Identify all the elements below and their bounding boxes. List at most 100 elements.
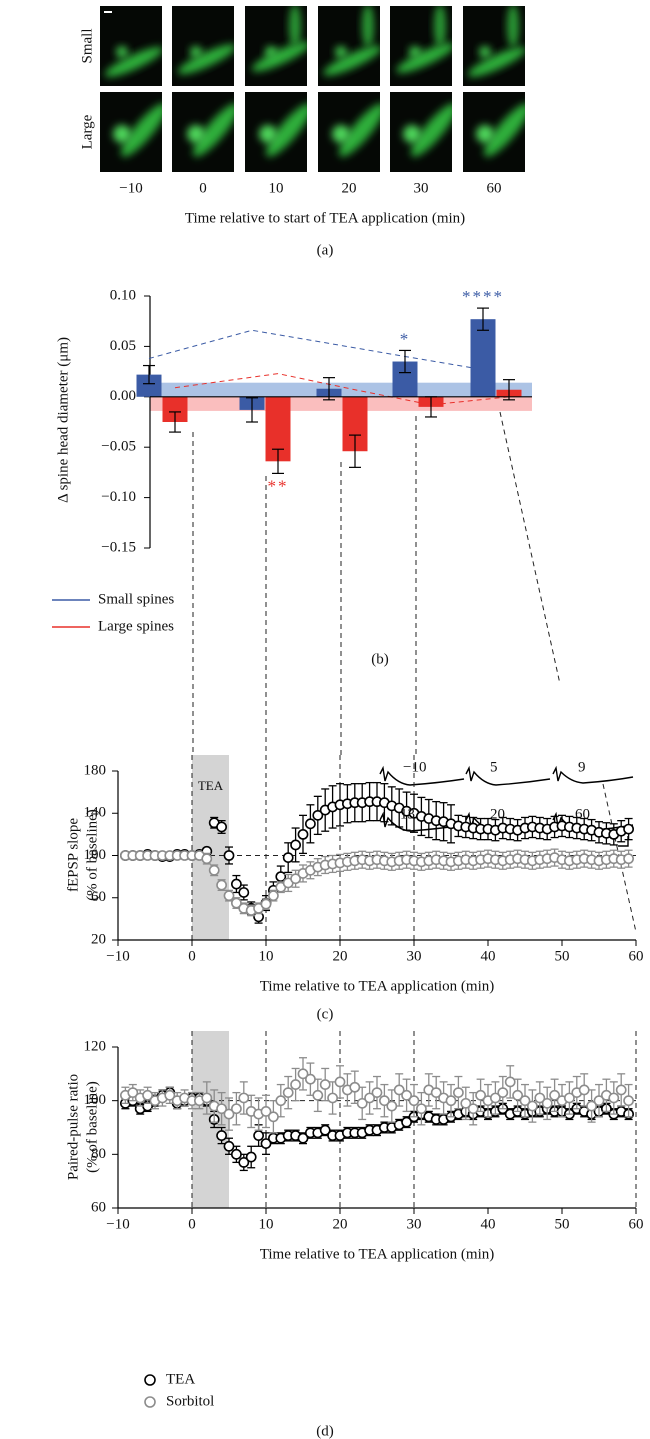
data-point: [142, 1089, 153, 1101]
data-point: [623, 823, 634, 835]
data-point: [623, 1095, 634, 1107]
data-point: [327, 1092, 338, 1104]
data-point: [371, 1087, 383, 1099]
significance-label: **: [268, 476, 289, 495]
spine: [476, 125, 494, 143]
data-point: [319, 1079, 331, 1090]
dendrite: [323, 45, 380, 76]
spine: [190, 46, 202, 58]
column-label: 0: [199, 180, 207, 196]
inset-label: 60: [575, 806, 590, 822]
column-label: −10: [119, 180, 142, 196]
dendrite: [104, 47, 162, 77]
data-point: [216, 879, 227, 891]
spine: [265, 46, 277, 58]
x-tick-label: 50: [555, 948, 570, 964]
x-tick-label: 20: [333, 1216, 348, 1232]
column-label: 20: [342, 180, 357, 196]
data-point: [238, 1156, 250, 1168]
error-bar: [503, 379, 515, 401]
y-tick-label: 20: [91, 931, 106, 947]
data-point: [564, 1092, 575, 1104]
x-tick-label: 10: [259, 948, 274, 964]
y-tick-label: 0.00: [110, 388, 136, 404]
micrograph: [463, 92, 525, 172]
micrograph-grid: [100, 6, 525, 172]
micrograph: [318, 92, 380, 172]
legend-label: Sorbitol: [166, 1393, 214, 1409]
y-tick-label: 140: [84, 805, 107, 821]
inset-label: −10: [403, 759, 426, 775]
dendrite: [467, 47, 525, 77]
error-bar: [323, 377, 335, 401]
data-point: [290, 1079, 301, 1090]
bar: [470, 319, 496, 397]
x-tick-label: 60: [629, 1216, 644, 1232]
error-bar: [272, 448, 284, 475]
error-bar: [246, 397, 258, 423]
dendrite: [177, 44, 234, 75]
dendrite: [507, 6, 519, 48]
data-point: [430, 1087, 442, 1099]
legend-marker: [144, 1374, 156, 1386]
data-point: [401, 1116, 412, 1128]
x-axis-title: Time relative to start of TEA applicatio…: [185, 210, 465, 226]
panel-label: (d): [316, 1423, 334, 1439]
data-point: [260, 1106, 272, 1117]
data-point: [608, 1092, 620, 1104]
reference-band: [150, 396, 532, 411]
y-tick-label: 180: [84, 762, 107, 778]
data-point: [230, 1103, 242, 1115]
trace: [379, 765, 465, 786]
spine: [403, 125, 421, 143]
y-axis-title: (% of baseline): [84, 1081, 100, 1173]
micrograph: [390, 92, 452, 172]
significance-label: *: [400, 329, 411, 348]
x-tick-label: 30: [407, 1216, 422, 1232]
spine: [116, 46, 128, 58]
y-tick-label: −0.15: [101, 539, 136, 555]
x-tick-label: 20: [333, 948, 348, 964]
x-tick-label: 50: [555, 1216, 570, 1232]
error-bar: [399, 349, 411, 374]
y-tick-label: 100: [84, 1092, 107, 1108]
data-point: [549, 1089, 560, 1101]
scale-bar: [618, 836, 629, 847]
micrograph: [390, 6, 452, 86]
data-point: [312, 809, 324, 821]
row-label: Small: [79, 28, 95, 63]
spine: [409, 46, 421, 58]
micrograph: [463, 6, 525, 86]
micrograph: [318, 6, 380, 86]
dendrite: [251, 41, 307, 72]
data-point: [593, 1095, 605, 1107]
inset-label: 20: [490, 806, 505, 822]
legend-label: TEA: [166, 1371, 195, 1387]
error-bar: [425, 396, 437, 418]
data-point: [408, 1095, 420, 1107]
data-point: [586, 1100, 597, 1112]
x-tick-label: 10: [259, 1216, 274, 1232]
data-point: [230, 897, 242, 909]
data-point: [297, 1068, 309, 1080]
data-point: [267, 1111, 279, 1123]
data-point: [578, 1084, 590, 1096]
bar: [136, 374, 162, 397]
column-label: 60: [487, 180, 502, 196]
data-point: [460, 1097, 472, 1109]
dendrite: [193, 103, 234, 157]
data-point: [290, 873, 301, 885]
error-bar: [143, 364, 155, 385]
trend-line: [148, 329, 484, 371]
data-point: [238, 1092, 250, 1104]
spine: [187, 125, 205, 143]
y-tick-label: 0.10: [110, 287, 136, 303]
data-point: [364, 1092, 375, 1104]
inset-label: 5: [490, 759, 498, 775]
micrograph: [100, 6, 162, 86]
spine: [259, 125, 277, 143]
data-point: [238, 887, 250, 898]
data-point: [164, 1089, 176, 1101]
data-point: [290, 839, 301, 851]
spine: [335, 46, 347, 58]
